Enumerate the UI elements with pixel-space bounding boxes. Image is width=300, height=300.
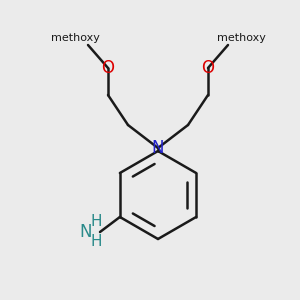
Text: methoxy: methoxy xyxy=(51,33,99,43)
Text: N: N xyxy=(152,139,164,157)
Text: methoxy: methoxy xyxy=(217,33,266,43)
Text: H: H xyxy=(90,214,102,230)
Text: N: N xyxy=(80,223,92,241)
Text: H: H xyxy=(90,235,102,250)
Text: O: O xyxy=(101,59,115,77)
Text: O: O xyxy=(202,59,214,77)
